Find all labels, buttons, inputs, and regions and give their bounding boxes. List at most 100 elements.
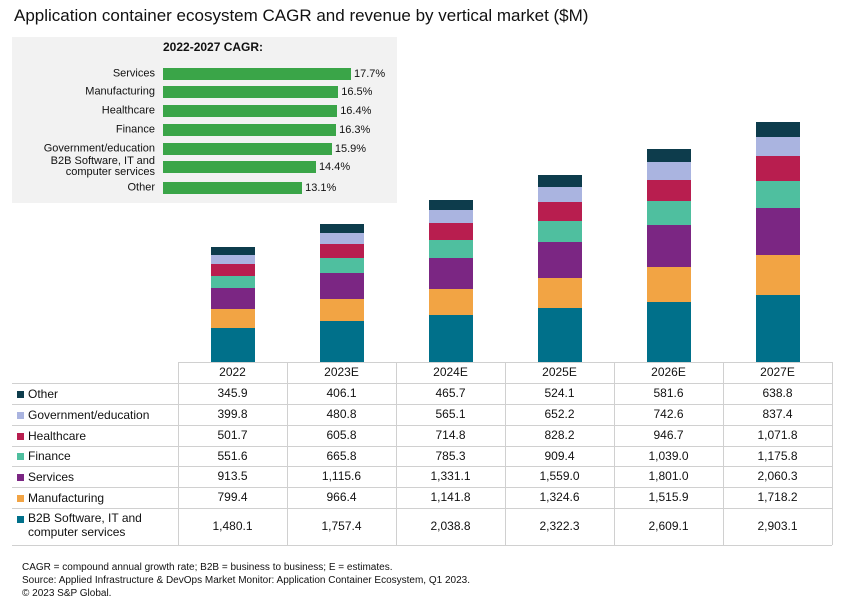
bar-segment xyxy=(428,223,473,240)
bar-segment xyxy=(210,288,255,310)
bar-segment xyxy=(537,174,582,187)
table-cell: 1,141.8 xyxy=(430,490,471,504)
table-cell: 551.6 xyxy=(217,448,248,463)
table-cell: 480.8 xyxy=(326,407,357,421)
table-cell: 1,324.6 xyxy=(539,490,580,504)
table-cell: 1,039.0 xyxy=(648,448,689,463)
bar xyxy=(163,182,303,194)
table-cell: 2,060.3 xyxy=(757,469,798,483)
table-line xyxy=(178,362,179,545)
table-cell: 1,559.0 xyxy=(539,469,580,483)
column-header: 2027E xyxy=(760,365,795,379)
bar xyxy=(163,68,351,80)
bar-segment xyxy=(646,162,691,180)
table-line xyxy=(396,362,397,545)
bar-segment xyxy=(319,223,364,234)
bar-segment xyxy=(755,122,800,137)
panel-title: 2022-2027 CAGR: xyxy=(163,40,264,54)
bar-segment xyxy=(210,264,255,276)
table-line xyxy=(12,446,832,447)
bar-segment xyxy=(755,255,800,296)
table-cell: 345.9 xyxy=(217,386,248,400)
bar xyxy=(163,161,316,173)
row-label: Government/education xyxy=(28,407,150,422)
table-cell: 1,515.9 xyxy=(648,490,689,504)
table-line xyxy=(12,383,832,384)
table-cell: 2,903.1 xyxy=(757,519,798,533)
legend-swatch xyxy=(17,473,24,481)
table-cell: 828.2 xyxy=(544,428,575,442)
table-cell: 1,331.1 xyxy=(430,469,471,483)
bar xyxy=(163,124,337,136)
table-cell: 742.6 xyxy=(653,407,684,421)
column-header: 2022 xyxy=(219,365,246,379)
row-label: Healthcare xyxy=(28,428,87,443)
table-cell: 501.7 xyxy=(217,428,248,442)
cagr-panel: 2022-2027 CAGR: Services 17.7% Manufacturi… xyxy=(12,37,397,203)
column-header: 2026E xyxy=(651,365,686,379)
table-cell: 665.8 xyxy=(326,448,357,463)
bar-segment xyxy=(537,220,582,242)
table-cell: 1,757.4 xyxy=(321,519,362,533)
table-cell: 1,175.8 xyxy=(757,448,798,463)
table-line xyxy=(12,404,832,405)
column-header: 2024E xyxy=(433,365,468,379)
bar-segment xyxy=(428,257,473,289)
table-cell: 399.8 xyxy=(217,407,248,421)
table-cell: 1,115.6 xyxy=(321,469,362,483)
bar-segment xyxy=(428,239,473,258)
table-line xyxy=(12,425,832,426)
bar-segment xyxy=(537,308,582,362)
table-cell: 652.2 xyxy=(544,407,575,421)
bar-segment xyxy=(537,277,582,309)
table-line xyxy=(12,508,832,509)
bar-segment xyxy=(755,136,800,157)
table-line xyxy=(723,362,724,545)
bar-segment xyxy=(428,210,473,224)
table-line xyxy=(505,362,506,545)
table-cell: 565.1 xyxy=(435,407,466,421)
bar-segment xyxy=(428,314,473,362)
table-line xyxy=(614,362,615,545)
table-cell: 524.1 xyxy=(544,386,575,400)
footnote: CAGR = compound annual growth rate; B2B … xyxy=(22,562,393,573)
value-label: 15.9% xyxy=(334,143,367,155)
bar-label: Finance xyxy=(115,123,155,136)
bar xyxy=(163,86,339,98)
bar-segment xyxy=(319,273,364,300)
column-header: 2023E xyxy=(324,365,359,379)
value-label: 14.4% xyxy=(318,161,351,173)
table-cell: 913.5 xyxy=(217,469,248,483)
table-cell: 1,071.8 xyxy=(757,428,798,442)
bar-segment xyxy=(755,295,800,362)
bar-segment xyxy=(319,244,364,259)
bar-label: B2B Software, IT and computer services xyxy=(50,155,155,178)
footnote: Source: Applied Infrastructure & DevOps … xyxy=(22,575,470,586)
bar-segment xyxy=(319,258,364,274)
table-cell: 2,609.1 xyxy=(648,519,689,533)
bar-segment xyxy=(646,148,691,163)
chart-title: Application container ecosystem CAGR and… xyxy=(14,6,589,25)
table-cell: 2,322.3 xyxy=(539,519,580,533)
table-cell: 638.8 xyxy=(762,386,793,400)
bar-segment xyxy=(646,301,691,362)
bar-segment xyxy=(537,241,582,278)
row-label: Manufacturing xyxy=(28,490,105,505)
table-line xyxy=(287,362,288,545)
value-label: 16.3% xyxy=(339,124,371,136)
bar-segment xyxy=(210,327,255,362)
bar xyxy=(163,143,332,155)
table-cell: 605.8 xyxy=(326,428,357,442)
table-cell: 837.4 xyxy=(762,407,793,421)
bar-segment xyxy=(646,179,691,202)
table-cell: 1,801.0 xyxy=(648,469,689,483)
bar-segment xyxy=(319,233,364,245)
legend-swatch xyxy=(17,411,24,419)
bar-segment xyxy=(537,201,582,221)
table-cell: 581.6 xyxy=(653,386,684,400)
bar-label: Other xyxy=(127,181,155,194)
bar-segment xyxy=(646,266,691,302)
bar-segment xyxy=(210,309,255,328)
value-label: 13.1% xyxy=(305,182,337,194)
